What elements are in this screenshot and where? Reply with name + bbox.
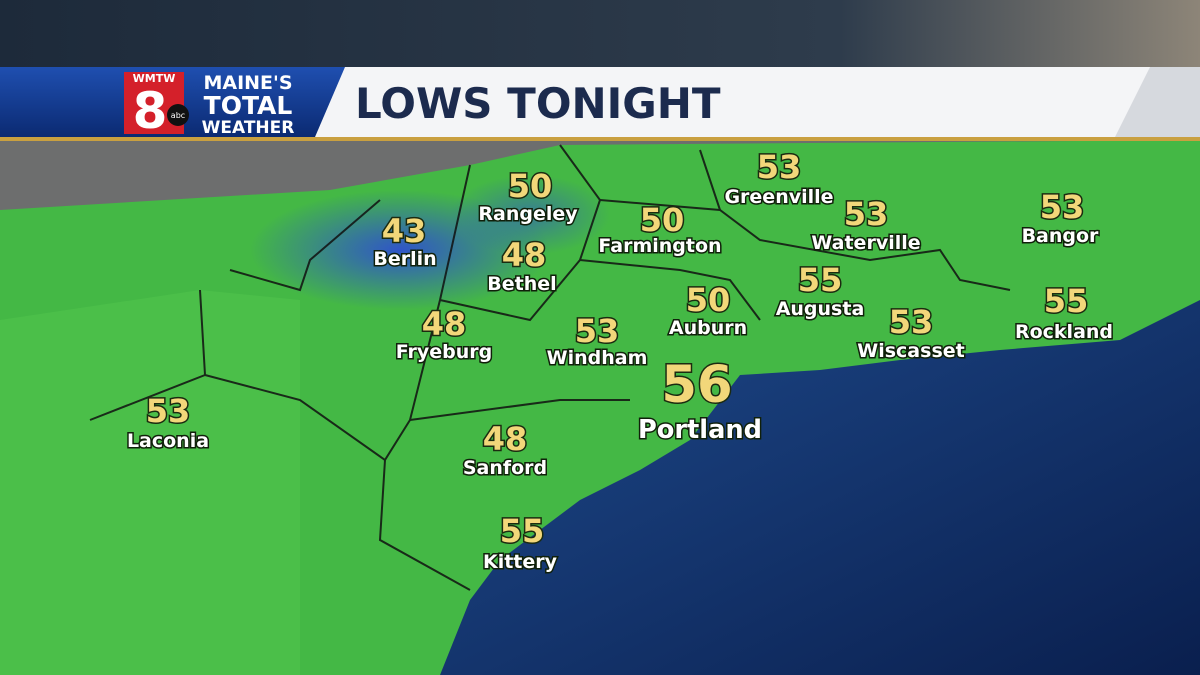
borders bbox=[89, 144, 1011, 591]
city-low: 53 bbox=[1040, 188, 1085, 226]
city-low: 50 bbox=[686, 281, 731, 319]
city-low: 48 bbox=[422, 305, 467, 343]
city-name: Sanford bbox=[463, 457, 547, 479]
city-low: 55 bbox=[1044, 282, 1089, 320]
city-low: 50 bbox=[508, 167, 553, 205]
header-accent bbox=[1115, 67, 1200, 137]
brand-line: WEATHER bbox=[202, 118, 295, 138]
city-name: Portland bbox=[638, 415, 762, 445]
station-call: WMTW bbox=[133, 72, 176, 85]
city-name: Kittery bbox=[483, 551, 558, 573]
city-name: Waterville bbox=[811, 232, 920, 254]
city-name: Bethel bbox=[487, 273, 556, 295]
city-name: Fryeburg bbox=[396, 341, 493, 363]
city-name: Greenville bbox=[724, 186, 833, 208]
ocean bbox=[440, 300, 1200, 675]
city-low: 48 bbox=[483, 420, 528, 458]
city-name: Wiscasset bbox=[857, 340, 964, 362]
network-badge bbox=[167, 104, 189, 126]
city-name: Berlin bbox=[373, 248, 436, 270]
city-low: 48 bbox=[502, 236, 547, 274]
city-name: Rangeley bbox=[478, 203, 578, 225]
city-low: 56 bbox=[661, 355, 732, 415]
city-low: 53 bbox=[889, 303, 934, 341]
brand-line: MAINE'S bbox=[203, 72, 292, 94]
land-shade bbox=[0, 290, 300, 675]
network-name: abc bbox=[171, 111, 185, 120]
title: LOWS TONIGHT bbox=[355, 79, 721, 128]
city-name: Rockland bbox=[1015, 321, 1113, 343]
city-name: Bangor bbox=[1022, 225, 1099, 247]
city-low: 55 bbox=[798, 261, 843, 299]
city-low: 55 bbox=[500, 512, 545, 550]
city-name: Laconia bbox=[127, 430, 209, 452]
city-name: Windham bbox=[547, 347, 648, 369]
city-low: 53 bbox=[844, 195, 889, 233]
channel-number: 8 bbox=[133, 82, 168, 140]
city-low: 53 bbox=[146, 392, 191, 430]
brand-line: TOTAL bbox=[204, 91, 293, 120]
city-name: Augusta bbox=[776, 298, 865, 320]
header-rule bbox=[0, 137, 1200, 141]
cold-area bbox=[450, 175, 610, 255]
city-name: Farmington bbox=[598, 235, 721, 257]
city-low: 43 bbox=[382, 212, 427, 250]
city-low: 53 bbox=[575, 312, 620, 350]
city-low: 53 bbox=[757, 148, 802, 186]
city-low: 50 bbox=[640, 201, 685, 239]
city-name: Auburn bbox=[669, 317, 747, 339]
